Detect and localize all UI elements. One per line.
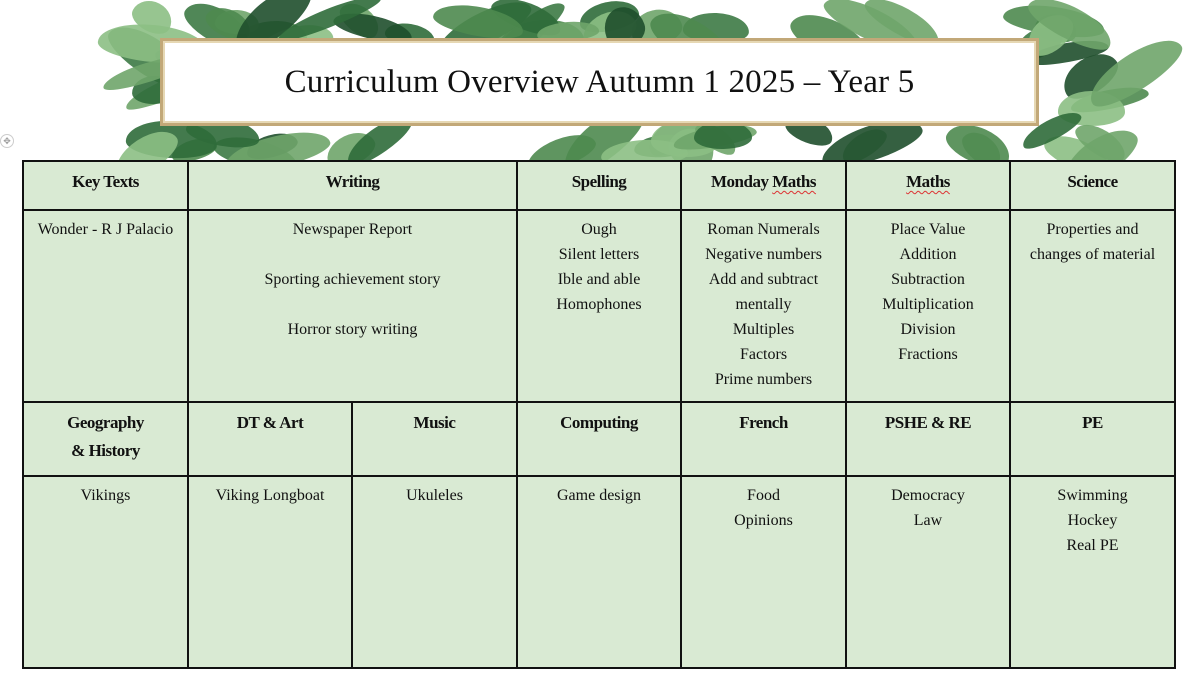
header-cell-maths: Maths	[847, 162, 1011, 211]
content-cell: Properties and changes of material	[1011, 211, 1176, 403]
header-label: Science	[1067, 172, 1118, 191]
content-cell: Roman Numerals Negative numbers Add and su…	[682, 211, 847, 403]
content-cell: Viking Longboat	[189, 477, 353, 669]
content-cell: Democracy Law	[847, 477, 1011, 669]
content-cell: Game design	[518, 477, 682, 669]
topic-item: Horror story writing	[287, 321, 418, 338]
curriculum-table: Key Texts Writing Spelling Monday Maths Math…	[22, 160, 1176, 669]
topic-item: Roman Numerals	[707, 221, 820, 238]
topic-item: Ough	[581, 221, 617, 238]
content-cell: Vikings	[24, 477, 189, 669]
topic-item: Multiplication	[882, 296, 974, 313]
content-cell: Ukuleles	[353, 477, 518, 669]
topic-item: Multiples	[732, 321, 795, 338]
move-handle-icon[interactable]: ✥	[0, 134, 14, 148]
header-cell-science: Science	[1011, 162, 1176, 211]
topic-item: Add and subtract mentally	[708, 271, 819, 313]
header-label: French	[739, 413, 788, 432]
topic-item: Place Value	[890, 221, 966, 238]
header-label: Spelling	[571, 172, 627, 191]
topic-item: Fractions	[898, 346, 958, 363]
header-cell-computing: Computing	[518, 403, 682, 477]
topic-item: Game design	[557, 487, 641, 504]
topic-item: Food	[747, 487, 780, 504]
topic-item: Prime numbers	[714, 371, 813, 388]
topic-item: Sporting achievement story	[264, 271, 441, 288]
header-label: PE	[1082, 413, 1103, 432]
topic-item: Democracy	[891, 487, 965, 504]
content-cell: Wonder - R J Palacio	[24, 211, 189, 403]
header-cell-dt-art: DT & Art	[189, 403, 353, 477]
topic-item: Real PE	[1066, 537, 1119, 554]
header-label: Maths	[906, 172, 950, 191]
header-label: Monday Maths	[711, 172, 816, 191]
topic-item: Homophones	[556, 296, 642, 313]
title-frame: Curriculum Overview Autumn 1 2025 – Year…	[160, 38, 1039, 126]
header-label: PSHE & RE	[884, 413, 972, 432]
header-cell-music: Music	[353, 403, 518, 477]
content-cell: Ough Silent letters Ible and able Homophone…	[518, 211, 682, 403]
content-cell: Swimming Hockey Real PE	[1011, 477, 1176, 669]
header-cell-key-texts: Key Texts	[24, 162, 189, 211]
topic-item: Subtraction	[891, 271, 965, 288]
header-label: Computing	[560, 413, 638, 432]
topic-item: Hockey	[1067, 512, 1118, 529]
header-cell-pe: PE	[1011, 403, 1176, 477]
header-cell-pshe-re: PSHE & RE	[847, 403, 1011, 477]
topic-item: Silent letters	[558, 246, 640, 263]
header-cell-french: French	[682, 403, 847, 477]
header-cell-spelling: Spelling	[518, 162, 682, 211]
topic-item: Law	[913, 512, 943, 529]
topic-item: Newspaper Report	[292, 221, 413, 238]
topic-item: Ukuleles	[406, 487, 463, 504]
header-cell-monday-maths: Monday Maths	[682, 162, 847, 211]
topic-item: Vikings	[80, 487, 131, 504]
topic-item: Wonder - R J Palacio	[37, 221, 174, 238]
topic-item: Factors	[739, 346, 788, 363]
header-cell-writing: Writing	[189, 162, 518, 211]
content-cell: Place Value Addition Subtraction Multiplica…	[847, 211, 1011, 403]
topic-item: Addition	[899, 246, 957, 263]
topic-item: Properties and changes of material	[1029, 221, 1156, 263]
header-label: Music	[413, 413, 456, 432]
topic-item: Swimming	[1057, 487, 1128, 504]
topic-item: Negative numbers	[705, 246, 822, 263]
topic-item: Opinions	[734, 512, 793, 529]
header-label: Key Texts	[72, 172, 139, 191]
topic-item: Ible and able	[557, 271, 641, 288]
content-cell: Newspaper Report Sporting achievement sto…	[189, 211, 518, 403]
header-label: Writing	[325, 172, 380, 191]
page-title: Curriculum Overview Autumn 1 2025 – Year…	[284, 63, 915, 100]
header-label: Geography & History	[67, 413, 144, 460]
content-cell: Food Opinions	[682, 477, 847, 669]
header-label: DT & Art	[236, 413, 304, 432]
topic-item: Division	[900, 321, 956, 338]
topic-item: Viking Longboat	[215, 487, 325, 504]
header-cell-geography-history: Geography & History	[24, 403, 189, 477]
